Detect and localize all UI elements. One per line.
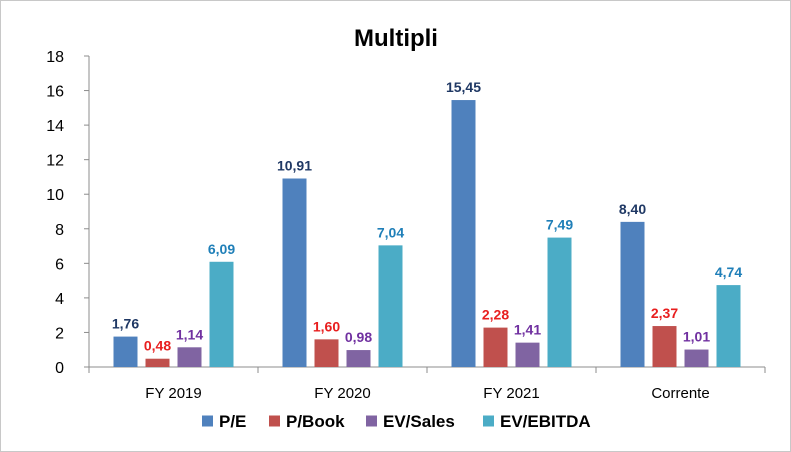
legend-swatch xyxy=(202,415,213,427)
legend-item: P/Book xyxy=(269,412,345,431)
data-label: 0,48 xyxy=(144,338,171,354)
data-label: 10,91 xyxy=(277,157,312,173)
legend-item: EV/Sales xyxy=(366,412,455,431)
bar xyxy=(113,336,138,367)
y-tick-label: 8 xyxy=(55,222,64,239)
legend-item: P/E xyxy=(202,412,246,431)
bar xyxy=(716,285,741,367)
legend-label: P/E xyxy=(219,412,246,431)
data-label: 2,37 xyxy=(651,305,678,321)
data-label: 7,04 xyxy=(377,224,404,240)
legend-label: P/Book xyxy=(286,412,345,431)
data-label: 1,41 xyxy=(514,322,541,338)
bar xyxy=(346,350,371,367)
bar xyxy=(483,327,508,367)
legend-label: EV/Sales xyxy=(383,412,455,431)
x-tick-label: Corrente xyxy=(651,385,709,402)
data-label: 8,40 xyxy=(619,201,646,217)
chart-title: Multipli xyxy=(354,25,438,52)
legend-item: EV/EBITDA xyxy=(483,412,591,431)
data-label: 1,01 xyxy=(683,329,710,345)
data-labels-group: 1,76 0,48 1,14 6,09 10,91 1,60 0,98 7,04 15,45 2,… xyxy=(112,79,742,354)
legend-label: EV/EBITDA xyxy=(500,412,591,431)
bar xyxy=(209,261,234,367)
bar xyxy=(684,349,709,367)
y-tick-label: 12 xyxy=(46,153,64,170)
bar xyxy=(177,347,202,367)
legend-swatch xyxy=(483,415,494,427)
y-tick-label: 16 xyxy=(46,84,64,101)
y-tick-label: 10 xyxy=(46,187,64,204)
bar xyxy=(620,221,645,367)
legend: P/E P/Book EV/Sales EV/EBITDA xyxy=(202,412,591,431)
data-label: 6,09 xyxy=(208,241,235,257)
x-tick-label: FY 2020 xyxy=(314,385,370,402)
y-axis: 0 2 4 6 8 10 12 14 16 18 xyxy=(46,49,90,377)
bar xyxy=(378,245,403,367)
x-axis: FY 2019 FY 2020 FY 2021 Corrente xyxy=(88,366,766,402)
data-label: 1,76 xyxy=(112,316,139,332)
bar xyxy=(314,339,339,367)
legend-swatch xyxy=(366,415,377,427)
bar xyxy=(145,358,170,367)
data-label: 1,14 xyxy=(176,326,203,342)
data-label: 2,28 xyxy=(482,307,509,323)
data-label: 4,74 xyxy=(715,264,742,280)
data-label: 15,45 xyxy=(446,79,481,95)
data-label: 1,60 xyxy=(313,318,340,334)
bar xyxy=(282,178,307,367)
bar xyxy=(515,342,540,367)
y-tick-label: 6 xyxy=(55,256,64,273)
bar xyxy=(652,326,677,367)
y-tick-label: 4 xyxy=(55,291,64,308)
bar xyxy=(547,237,572,367)
y-tick-label: 18 xyxy=(46,49,64,66)
y-tick-label: 2 xyxy=(55,325,64,342)
bars-group xyxy=(113,100,741,367)
x-tick-label: FY 2019 xyxy=(145,385,201,402)
bar xyxy=(451,100,476,367)
y-tick-label: 14 xyxy=(46,118,64,135)
data-label: 7,49 xyxy=(546,217,573,233)
y-tick-label: 0 xyxy=(55,360,64,377)
data-label: 0,98 xyxy=(345,329,372,345)
x-tick-label: FY 2021 xyxy=(483,385,539,402)
legend-swatch xyxy=(269,415,280,427)
